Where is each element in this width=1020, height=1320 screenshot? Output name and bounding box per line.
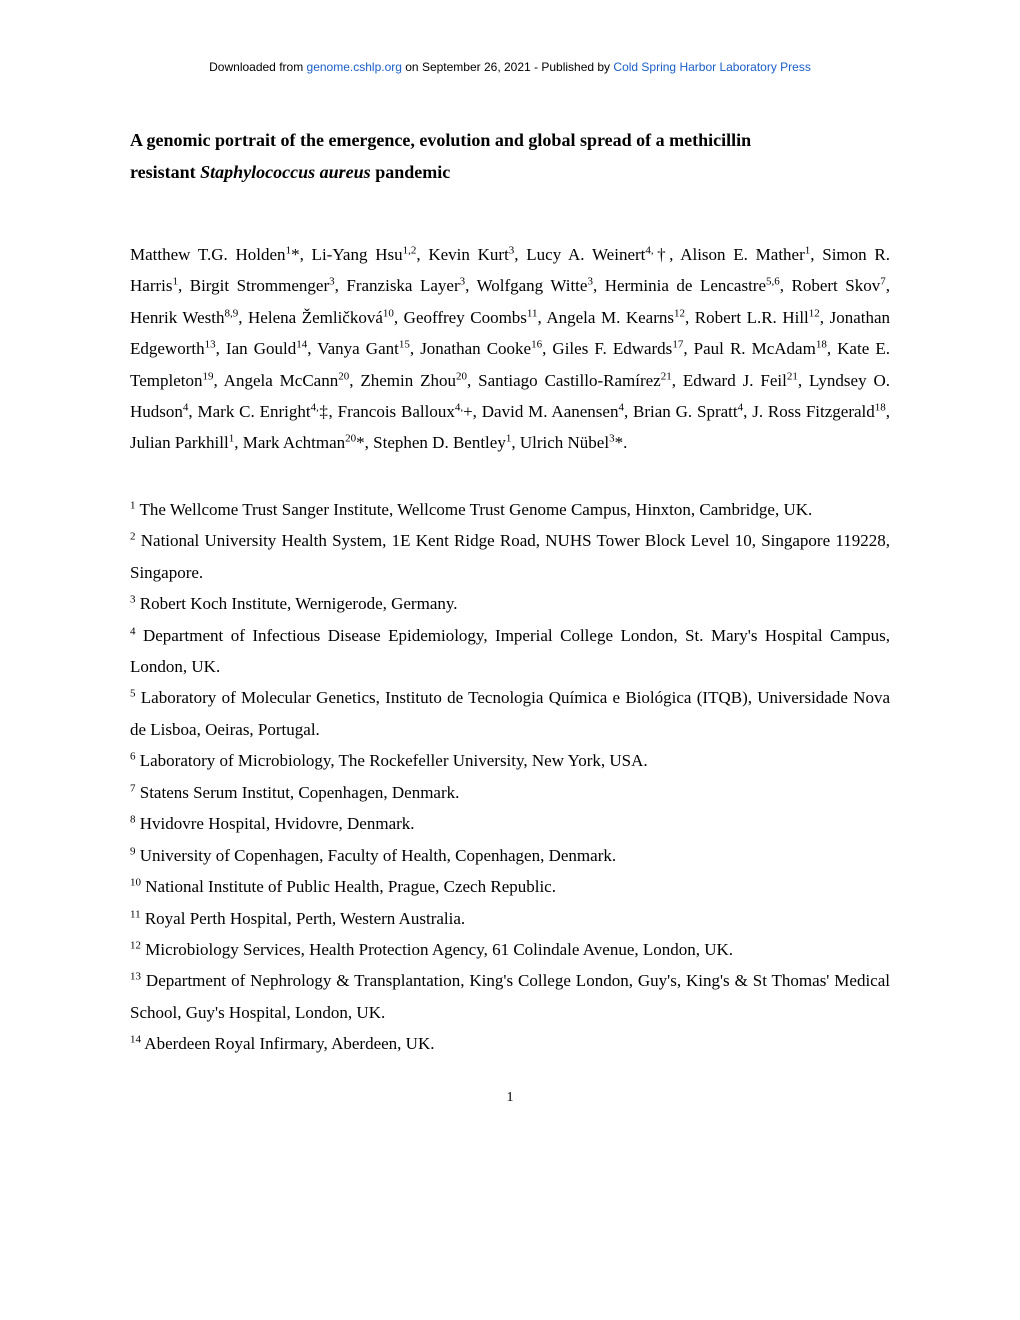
affiliation-item: 9 University of Copenhagen, Faculty of H… — [130, 840, 890, 871]
affiliation-item: 13 Department of Nephrology & Transplant… — [130, 965, 890, 1028]
page-container: Downloaded from genome.cshlp.org on Sept… — [0, 0, 1020, 1146]
affiliation-item: 12 Microbiology Services, Health Protect… — [130, 934, 890, 965]
title-species: Staphylococcus aureus — [200, 162, 371, 182]
affiliation-item: 7 Statens Serum Institut, Copenhagen, De… — [130, 777, 890, 808]
download-header: Downloaded from genome.cshlp.org on Sept… — [130, 60, 890, 74]
header-middle: on September 26, 2021 - Published by — [402, 60, 613, 74]
affiliation-item: 1 The Wellcome Trust Sanger Institute, W… — [130, 494, 890, 525]
affiliation-item: 6 Laboratory of Microbiology, The Rockef… — [130, 745, 890, 776]
affiliation-item: 14 Aberdeen Royal Infirmary, Aberdeen, U… — [130, 1028, 890, 1059]
header-link-cshl[interactable]: Cold Spring Harbor Laboratory Press — [613, 60, 810, 74]
affiliation-item: 4 Department of Infectious Disease Epide… — [130, 620, 890, 683]
affiliation-item: 10 National Institute of Public Health, … — [130, 871, 890, 902]
paper-title: A genomic portrait of the emergence, evo… — [130, 124, 890, 189]
affiliation-list: 1 The Wellcome Trust Sanger Institute, W… — [130, 494, 890, 1060]
header-link-genome[interactable]: genome.cshlp.org — [307, 60, 402, 74]
title-line2-suffix: pandemic — [371, 162, 451, 182]
affiliation-item: 5 Laboratory of Molecular Genetics, Inst… — [130, 682, 890, 745]
page-number: 1 — [130, 1090, 890, 1106]
affiliation-item: 8 Hvidovre Hospital, Hvidovre, Denmark. — [130, 808, 890, 839]
author-list: Matthew T.G. Holden1*, Li-Yang Hsu1,2, K… — [130, 239, 890, 459]
title-line2-prefix: resistant — [130, 162, 200, 182]
title-line1: A genomic portrait of the emergence, evo… — [130, 130, 751, 150]
affiliation-item: 3 Robert Koch Institute, Wernigerode, Ge… — [130, 588, 890, 619]
affiliation-item: 2 National University Health System, 1E … — [130, 525, 890, 588]
affiliation-item: 11 Royal Perth Hospital, Perth, Western … — [130, 903, 890, 934]
header-prefix: Downloaded from — [209, 60, 306, 74]
